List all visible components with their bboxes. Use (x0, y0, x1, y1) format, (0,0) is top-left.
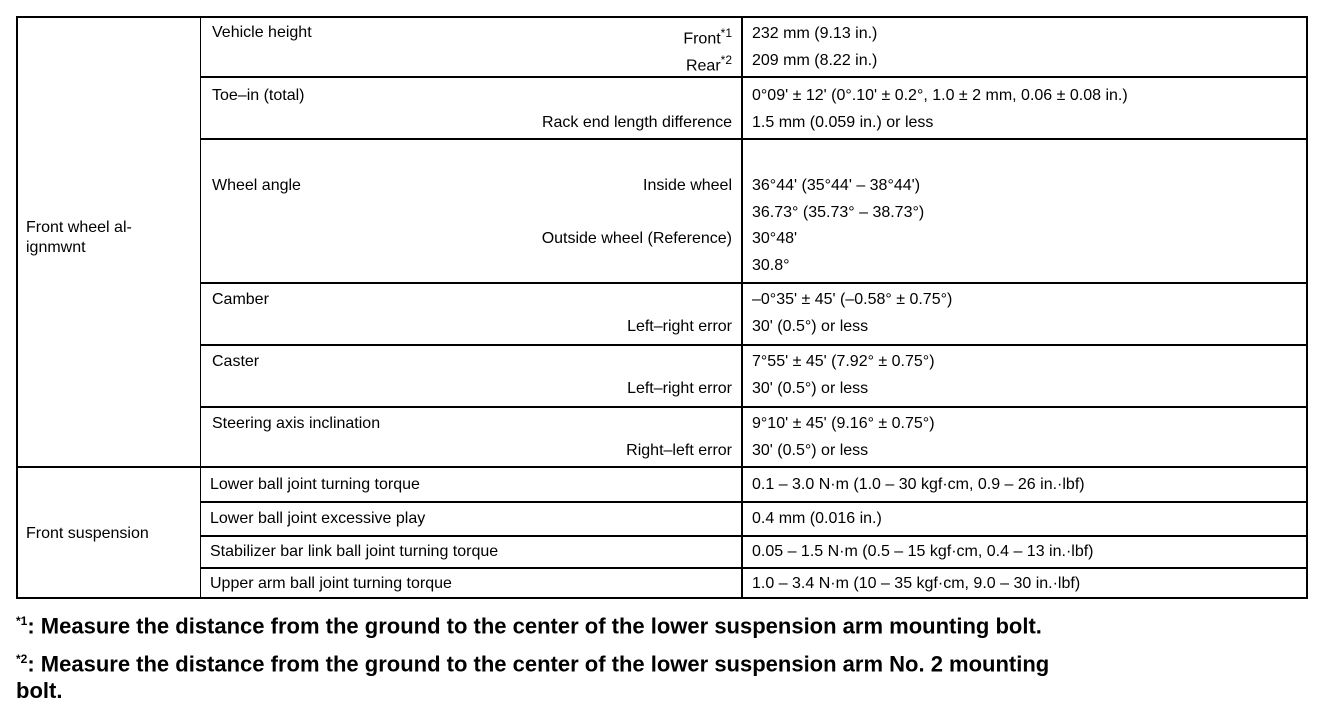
group-label: Front wheel al- (26, 219, 132, 236)
footnote-2-continued: bolt. (16, 678, 63, 703)
value: 1.5 mm (0.059 in.) or less (752, 114, 934, 131)
row-divider (200, 406, 1308, 408)
table-border (16, 597, 1308, 599)
item-label: Vehicle height (212, 24, 312, 41)
row-divider (200, 501, 1308, 503)
table-divider (741, 16, 743, 598)
item-label: Stabilizer bar link ball joint turning t… (210, 543, 499, 560)
sub-label: Outside wheel (Reference) (541, 230, 732, 247)
value: 0.4 mm (0.016 in.) (752, 510, 882, 527)
value: 30.8° (752, 257, 790, 274)
sub-label: Rack end length difference (541, 114, 732, 131)
value: 36.73° (35.73° – 38.73°) (752, 204, 925, 221)
value: 9°10' ± 45' (9.16° ± 0.75°) (752, 415, 935, 432)
value: 0°09' ± 12' (0°.10' ± 0.2°, 1.0 ± 2 mm, … (752, 87, 1128, 104)
sub-label-rear: Rear*2 (685, 53, 732, 75)
sub-label: Inside wheel (643, 177, 732, 194)
group-label: ignmwnt (26, 239, 86, 256)
footnote-1: *1: Measure the distance from the ground… (16, 613, 1042, 639)
table-border (16, 16, 18, 598)
value: 30' (0.5°) or less (752, 380, 869, 397)
value: 209 mm (8.22 in.) (752, 52, 878, 69)
sub-label: Right–left error (626, 442, 732, 459)
row-divider (16, 466, 1308, 468)
item-label: Camber (212, 291, 269, 308)
row-divider (200, 282, 1308, 284)
table-border (1306, 16, 1308, 598)
item-label: Steering axis inclination (212, 415, 381, 432)
value: 30' (0.5°) or less (752, 318, 869, 335)
value: 30°48' (752, 230, 798, 247)
item-label: Lower ball joint excessive play (210, 510, 426, 527)
table-divider (200, 16, 201, 598)
row-divider (200, 76, 1308, 78)
row-divider (200, 344, 1308, 346)
value: 1.0 – 3.4 N·m (10 – 35 kgf·cm, 9.0 – 30 … (752, 575, 1081, 592)
group-label: Front suspension (26, 525, 149, 542)
item-label: Upper arm ball joint turning torque (210, 575, 452, 592)
sub-label: Left–right error (627, 380, 732, 397)
item-label: Caster (212, 353, 260, 370)
value: 36°44' (35°44' – 38°44') (752, 177, 921, 194)
row-divider (200, 138, 1308, 140)
value: 232 mm (9.13 in.) (752, 25, 878, 42)
value: 30' (0.5°) or less (752, 442, 869, 459)
item-label: Lower ball joint turning torque (210, 476, 420, 493)
row-divider (200, 567, 1308, 569)
value: 7°55' ± 45' (7.92° ± 0.75°) (752, 353, 935, 370)
value: –0°35' ± 45' (–0.58° ± 0.75°) (752, 291, 953, 308)
value: 0.1 – 3.0 N·m (1.0 – 30 kgf·cm, 0.9 – 26… (752, 476, 1085, 493)
value: 0.05 – 1.5 N·m (0.5 – 15 kgf·cm, 0.4 – 1… (752, 543, 1094, 560)
row-divider (200, 535, 1308, 537)
table-border (16, 16, 1308, 18)
item-label: Wheel angle (212, 177, 301, 194)
sub-label-front: Front*1 (683, 26, 732, 48)
sub-label: Left–right error (627, 318, 732, 335)
footnote-2: *2: Measure the distance from the ground… (16, 651, 1050, 677)
item-label: Toe–in (total) (212, 87, 305, 104)
